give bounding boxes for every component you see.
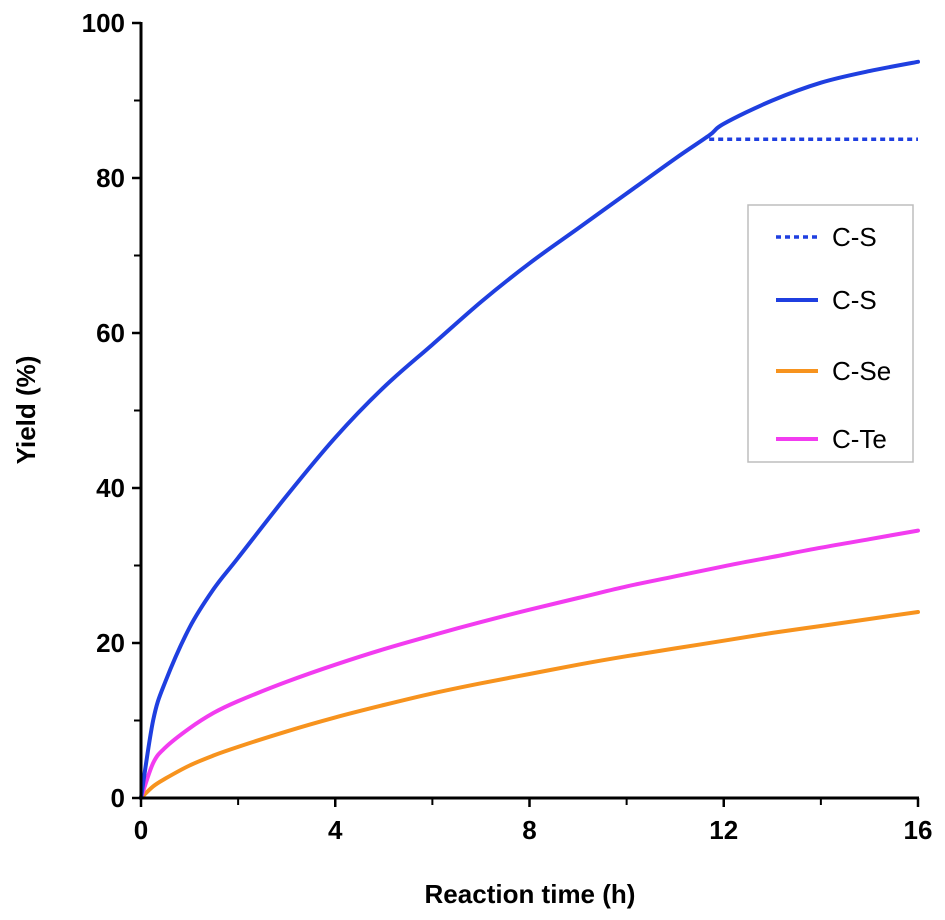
- x-tick-label: 0: [134, 815, 148, 845]
- series-line-c-te: [139, 528, 920, 800]
- legend: C-S C-S C-Se C-Te: [747, 204, 914, 463]
- legend-label: C-S: [832, 222, 877, 252]
- ticks: 0 4 8 12 16 0 20 40 60 80 100: [82, 8, 933, 845]
- y-axis-title: Yield (%): [11, 356, 41, 465]
- legend-label: C-Se: [832, 356, 891, 386]
- series-line-c-s: [139, 59, 920, 800]
- x-tick-label: 12: [709, 815, 738, 845]
- x-tick-label: 4: [328, 815, 343, 845]
- legend-label: C-S: [832, 285, 877, 315]
- y-tick-label: 60: [96, 318, 125, 348]
- y-tick-label: 80: [96, 163, 125, 193]
- legend-label: C-Te: [832, 424, 887, 454]
- x-axis-title: Reaction time (h): [425, 879, 636, 909]
- legend-box: [747, 204, 914, 463]
- plot-lines: [139, 59, 920, 800]
- y-tick-label: 20: [96, 628, 125, 658]
- y-tick-label: 100: [82, 8, 125, 38]
- y-tick-label: 40: [96, 473, 125, 503]
- series-line-c-se: [139, 610, 920, 800]
- y-tick-label: 0: [111, 783, 125, 813]
- x-tick-label: 8: [522, 815, 536, 845]
- x-tick-label: 16: [904, 815, 933, 845]
